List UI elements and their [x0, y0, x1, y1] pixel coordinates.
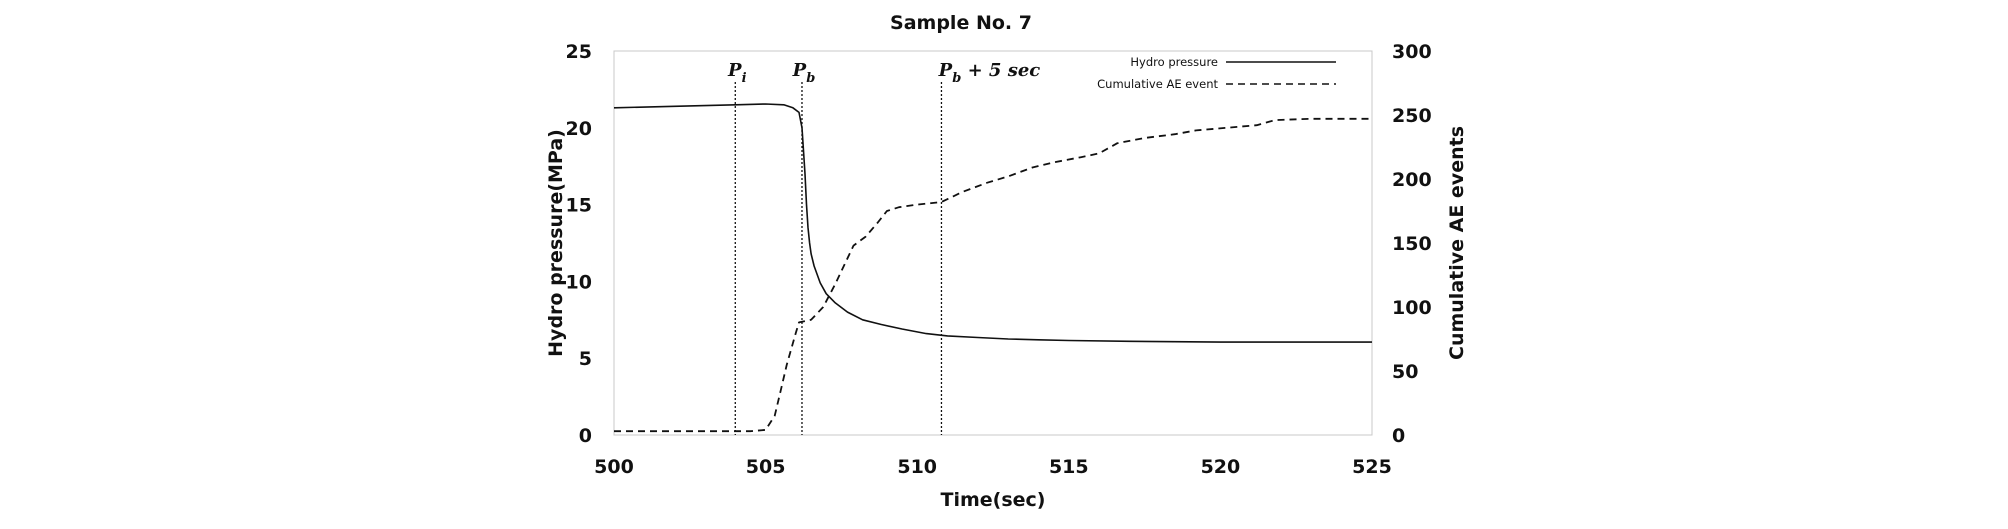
left-tick-label: 0: [579, 425, 592, 447]
hydro-pressure-series-line: [613, 103, 1372, 343]
plot-area: [613, 50, 1373, 436]
chart-title: Sample No. 7: [890, 12, 1032, 34]
left-axis-ticks: 0 5 10 15 20 25: [566, 41, 592, 447]
right-tick-label: 50: [1392, 361, 1418, 383]
left-tick-label: 20: [566, 118, 592, 140]
marker-label: Pb + 5 sec: [938, 60, 1041, 86]
right-tick-label: 200: [1392, 169, 1432, 191]
legend-label: Cumulative AE event: [1097, 77, 1218, 91]
series-layer: [613, 103, 1372, 433]
y-axis-title-left: Hydro pressure(MPa): [545, 129, 567, 357]
right-axis-ticks: 0 50 100 150 200 250 300: [1392, 41, 1432, 447]
x-tick-label: 515: [1049, 456, 1089, 478]
x-tick-label: 505: [746, 456, 786, 478]
legend: Hydro pressure Cumulative AE event: [1097, 55, 1336, 91]
x-tick-label: 520: [1201, 456, 1241, 478]
right-tick-label: 300: [1392, 41, 1432, 63]
right-tick-label: 0: [1392, 425, 1405, 447]
ae-event-series-line: [614, 117, 1372, 433]
right-tick-label: 150: [1392, 233, 1432, 255]
right-tick-label: 100: [1392, 297, 1432, 319]
event-markers: Pi Pb Pb + 5 sec: [727, 60, 1040, 435]
y-axis-title-right: Cumulative AE events: [1446, 126, 1468, 360]
marker-label: Pb: [792, 60, 816, 86]
x-axis-title: Time(sec): [941, 489, 1046, 511]
x-tick-label: 525: [1352, 456, 1392, 478]
left-tick-label: 25: [566, 41, 592, 63]
x-axis-ticks: 500 505 510 515 520 525: [594, 456, 1392, 478]
legend-label: Hydro pressure: [1130, 55, 1218, 69]
left-tick-label: 5: [579, 348, 592, 370]
x-tick-label: 510: [897, 456, 937, 478]
marker-label: Pi: [727, 60, 747, 86]
left-tick-label: 15: [566, 195, 592, 217]
right-tick-label: 250: [1392, 105, 1432, 127]
x-tick-label: 500: [594, 456, 634, 478]
left-tick-label: 10: [566, 271, 592, 293]
